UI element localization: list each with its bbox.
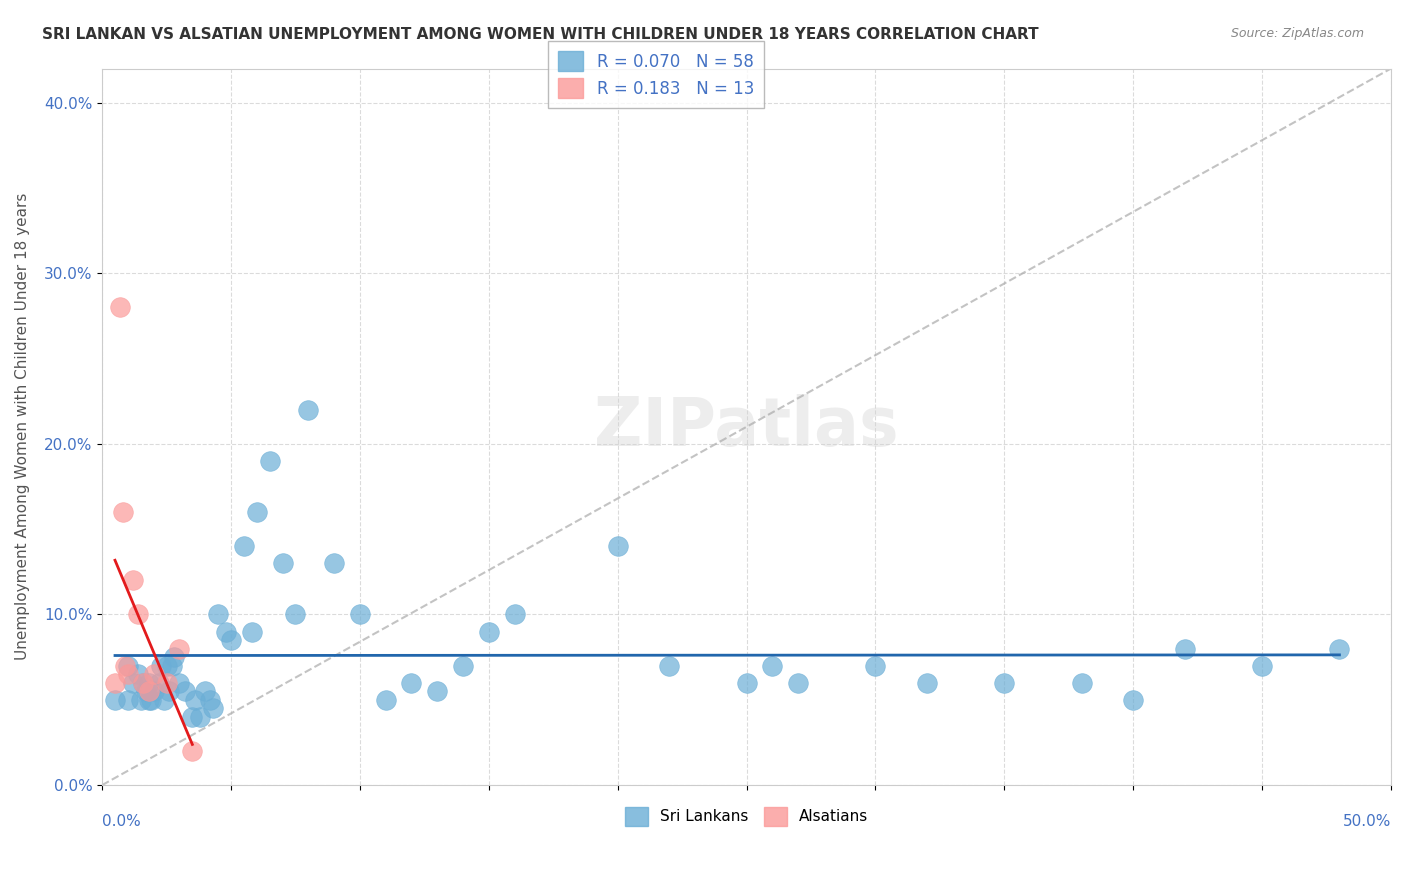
Point bbox=[138, 675, 160, 690]
Point bbox=[271, 556, 294, 570]
Point bbox=[246, 505, 269, 519]
Point bbox=[181, 710, 204, 724]
Point bbox=[993, 675, 1015, 690]
Point bbox=[142, 667, 165, 681]
Point bbox=[184, 693, 207, 707]
Point bbox=[138, 684, 160, 698]
Point bbox=[160, 658, 183, 673]
Point bbox=[155, 675, 177, 690]
Point bbox=[117, 658, 139, 673]
Point bbox=[138, 693, 160, 707]
Point bbox=[122, 574, 145, 588]
Point bbox=[127, 607, 149, 622]
Point bbox=[188, 710, 211, 724]
Text: 0.0%: 0.0% bbox=[103, 814, 141, 829]
Point bbox=[135, 684, 157, 698]
Text: ZIPatlas: ZIPatlas bbox=[595, 393, 898, 459]
Point bbox=[1070, 675, 1092, 690]
Point bbox=[787, 675, 810, 690]
Point bbox=[232, 539, 254, 553]
Point bbox=[426, 684, 449, 698]
Point bbox=[201, 701, 224, 715]
Point bbox=[132, 675, 155, 690]
Point bbox=[1329, 641, 1351, 656]
Point bbox=[163, 650, 186, 665]
Point bbox=[111, 505, 134, 519]
Point bbox=[761, 658, 783, 673]
Point bbox=[117, 667, 139, 681]
Text: 50.0%: 50.0% bbox=[1343, 814, 1391, 829]
Point bbox=[108, 301, 131, 315]
Text: SRI LANKAN VS ALSATIAN UNEMPLOYMENT AMONG WOMEN WITH CHILDREN UNDER 18 YEARS COR: SRI LANKAN VS ALSATIAN UNEMPLOYMENT AMON… bbox=[42, 27, 1039, 42]
Y-axis label: Unemployment Among Women with Children Under 18 years: Unemployment Among Women with Children U… bbox=[15, 194, 30, 660]
Point bbox=[1174, 641, 1197, 656]
Point bbox=[129, 693, 152, 707]
Point bbox=[150, 658, 173, 673]
Point bbox=[658, 658, 681, 673]
Point bbox=[169, 641, 191, 656]
Point bbox=[153, 693, 176, 707]
Point bbox=[503, 607, 526, 622]
Point bbox=[606, 539, 628, 553]
Point bbox=[157, 684, 180, 698]
Point bbox=[284, 607, 307, 622]
Point bbox=[114, 658, 136, 673]
Point bbox=[139, 693, 162, 707]
Legend: Sri Lankans, Alsatians: Sri Lankans, Alsatians bbox=[616, 797, 877, 835]
Point bbox=[349, 607, 371, 622]
Point bbox=[735, 675, 758, 690]
Point bbox=[1251, 658, 1274, 673]
Point bbox=[215, 624, 238, 639]
Point bbox=[132, 675, 155, 690]
Point bbox=[117, 693, 139, 707]
Point bbox=[259, 454, 281, 468]
Point bbox=[1122, 693, 1144, 707]
Point bbox=[401, 675, 423, 690]
Point bbox=[122, 675, 145, 690]
Point bbox=[104, 693, 127, 707]
Point bbox=[169, 675, 191, 690]
Point bbox=[219, 633, 242, 648]
Point bbox=[194, 684, 217, 698]
Point bbox=[323, 556, 346, 570]
Point bbox=[173, 684, 195, 698]
Point bbox=[104, 675, 127, 690]
Point bbox=[142, 684, 165, 698]
Point bbox=[181, 744, 204, 758]
Point bbox=[374, 693, 396, 707]
Point bbox=[451, 658, 474, 673]
Point bbox=[240, 624, 263, 639]
Point bbox=[200, 693, 222, 707]
Point bbox=[915, 675, 938, 690]
Text: Source: ZipAtlas.com: Source: ZipAtlas.com bbox=[1230, 27, 1364, 40]
Point bbox=[155, 658, 177, 673]
Point bbox=[865, 658, 887, 673]
Point bbox=[297, 402, 319, 417]
Point bbox=[478, 624, 501, 639]
Point bbox=[127, 667, 149, 681]
Point bbox=[207, 607, 229, 622]
Point bbox=[148, 675, 170, 690]
